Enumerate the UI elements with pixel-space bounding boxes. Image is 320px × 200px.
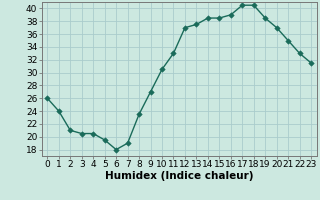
X-axis label: Humidex (Indice chaleur): Humidex (Indice chaleur) <box>105 171 253 181</box>
